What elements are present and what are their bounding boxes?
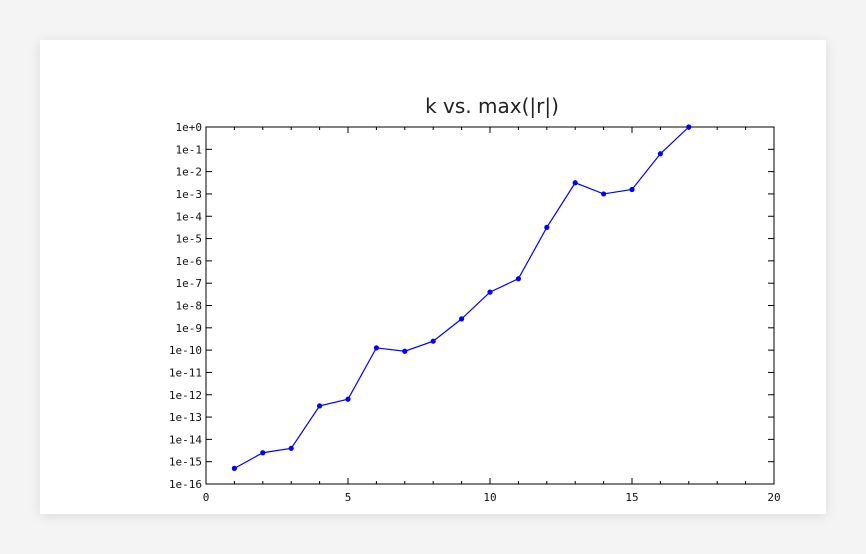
y-tick-label: 1e-6 <box>176 255 203 268</box>
data-point <box>317 403 323 409</box>
y-tick-label: 1e-10 <box>169 344 202 357</box>
plot-frame <box>205 126 775 485</box>
y-tick-label: 1e-14 <box>169 433 202 446</box>
data-point <box>572 180 578 186</box>
x-tick-label: 5 <box>345 491 352 504</box>
y-tick-label: 1e-3 <box>176 188 203 201</box>
y-tick-label: 1e+0 <box>176 121 203 134</box>
y-tick-label: 1e-15 <box>169 456 202 469</box>
data-point <box>459 316 465 322</box>
y-tick-label: 1e-1 <box>176 143 203 156</box>
data-point <box>487 289 493 295</box>
x-tick-label: 20 <box>767 491 780 504</box>
y-tick-label: 1e-7 <box>176 277 203 290</box>
x-tick-label: 0 <box>203 491 210 504</box>
x-tick-label: 15 <box>625 491 638 504</box>
y-tick-label: 1e-4 <box>176 210 203 223</box>
chart-card: k vs. max(|r|) 0 5 10 15 20 1e+0 1e-1 1e-2 1e-3… <box>40 40 826 514</box>
y-tick-label: 1e-16 <box>169 478 202 491</box>
data-point <box>345 396 351 402</box>
y-tick-label: 1e-12 <box>169 389 202 402</box>
x-axis: 0 5 10 15 20 <box>203 127 781 504</box>
series-layer <box>231 124 692 471</box>
chart-title: k vs. max(|r|) <box>425 94 559 118</box>
data-point <box>657 151 664 157</box>
y-tick-label: 1e-9 <box>176 322 203 335</box>
y-tick-label: 1e-13 <box>169 411 202 424</box>
y-axis: 1e+0 1e-1 1e-2 1e-3 1e-4 1e-5 1e-6 1e-7 1e-8 1e-9… <box>169 121 774 491</box>
data-point <box>260 450 266 456</box>
data-point <box>373 345 379 351</box>
y-tick-label: 1e-8 <box>176 300 203 313</box>
series-line <box>234 126 690 469</box>
data-point <box>402 348 408 354</box>
data-point <box>288 445 294 451</box>
data-point <box>430 338 436 344</box>
data-point <box>686 124 692 130</box>
data-point <box>629 186 635 193</box>
data-point <box>231 465 237 471</box>
y-tick-label: 1e-2 <box>176 166 203 179</box>
data-point <box>515 276 521 282</box>
line-chart: k vs. max(|r|) 0 5 10 15 20 1e+0 1e-1 1e-2 1e-3… <box>169 94 781 504</box>
data-point <box>601 191 607 197</box>
y-tick-label: 1e-5 <box>176 233 203 246</box>
y-tick-label: 1e-11 <box>169 366 202 379</box>
data-point <box>544 224 550 231</box>
x-tick-label: 10 <box>483 491 496 504</box>
